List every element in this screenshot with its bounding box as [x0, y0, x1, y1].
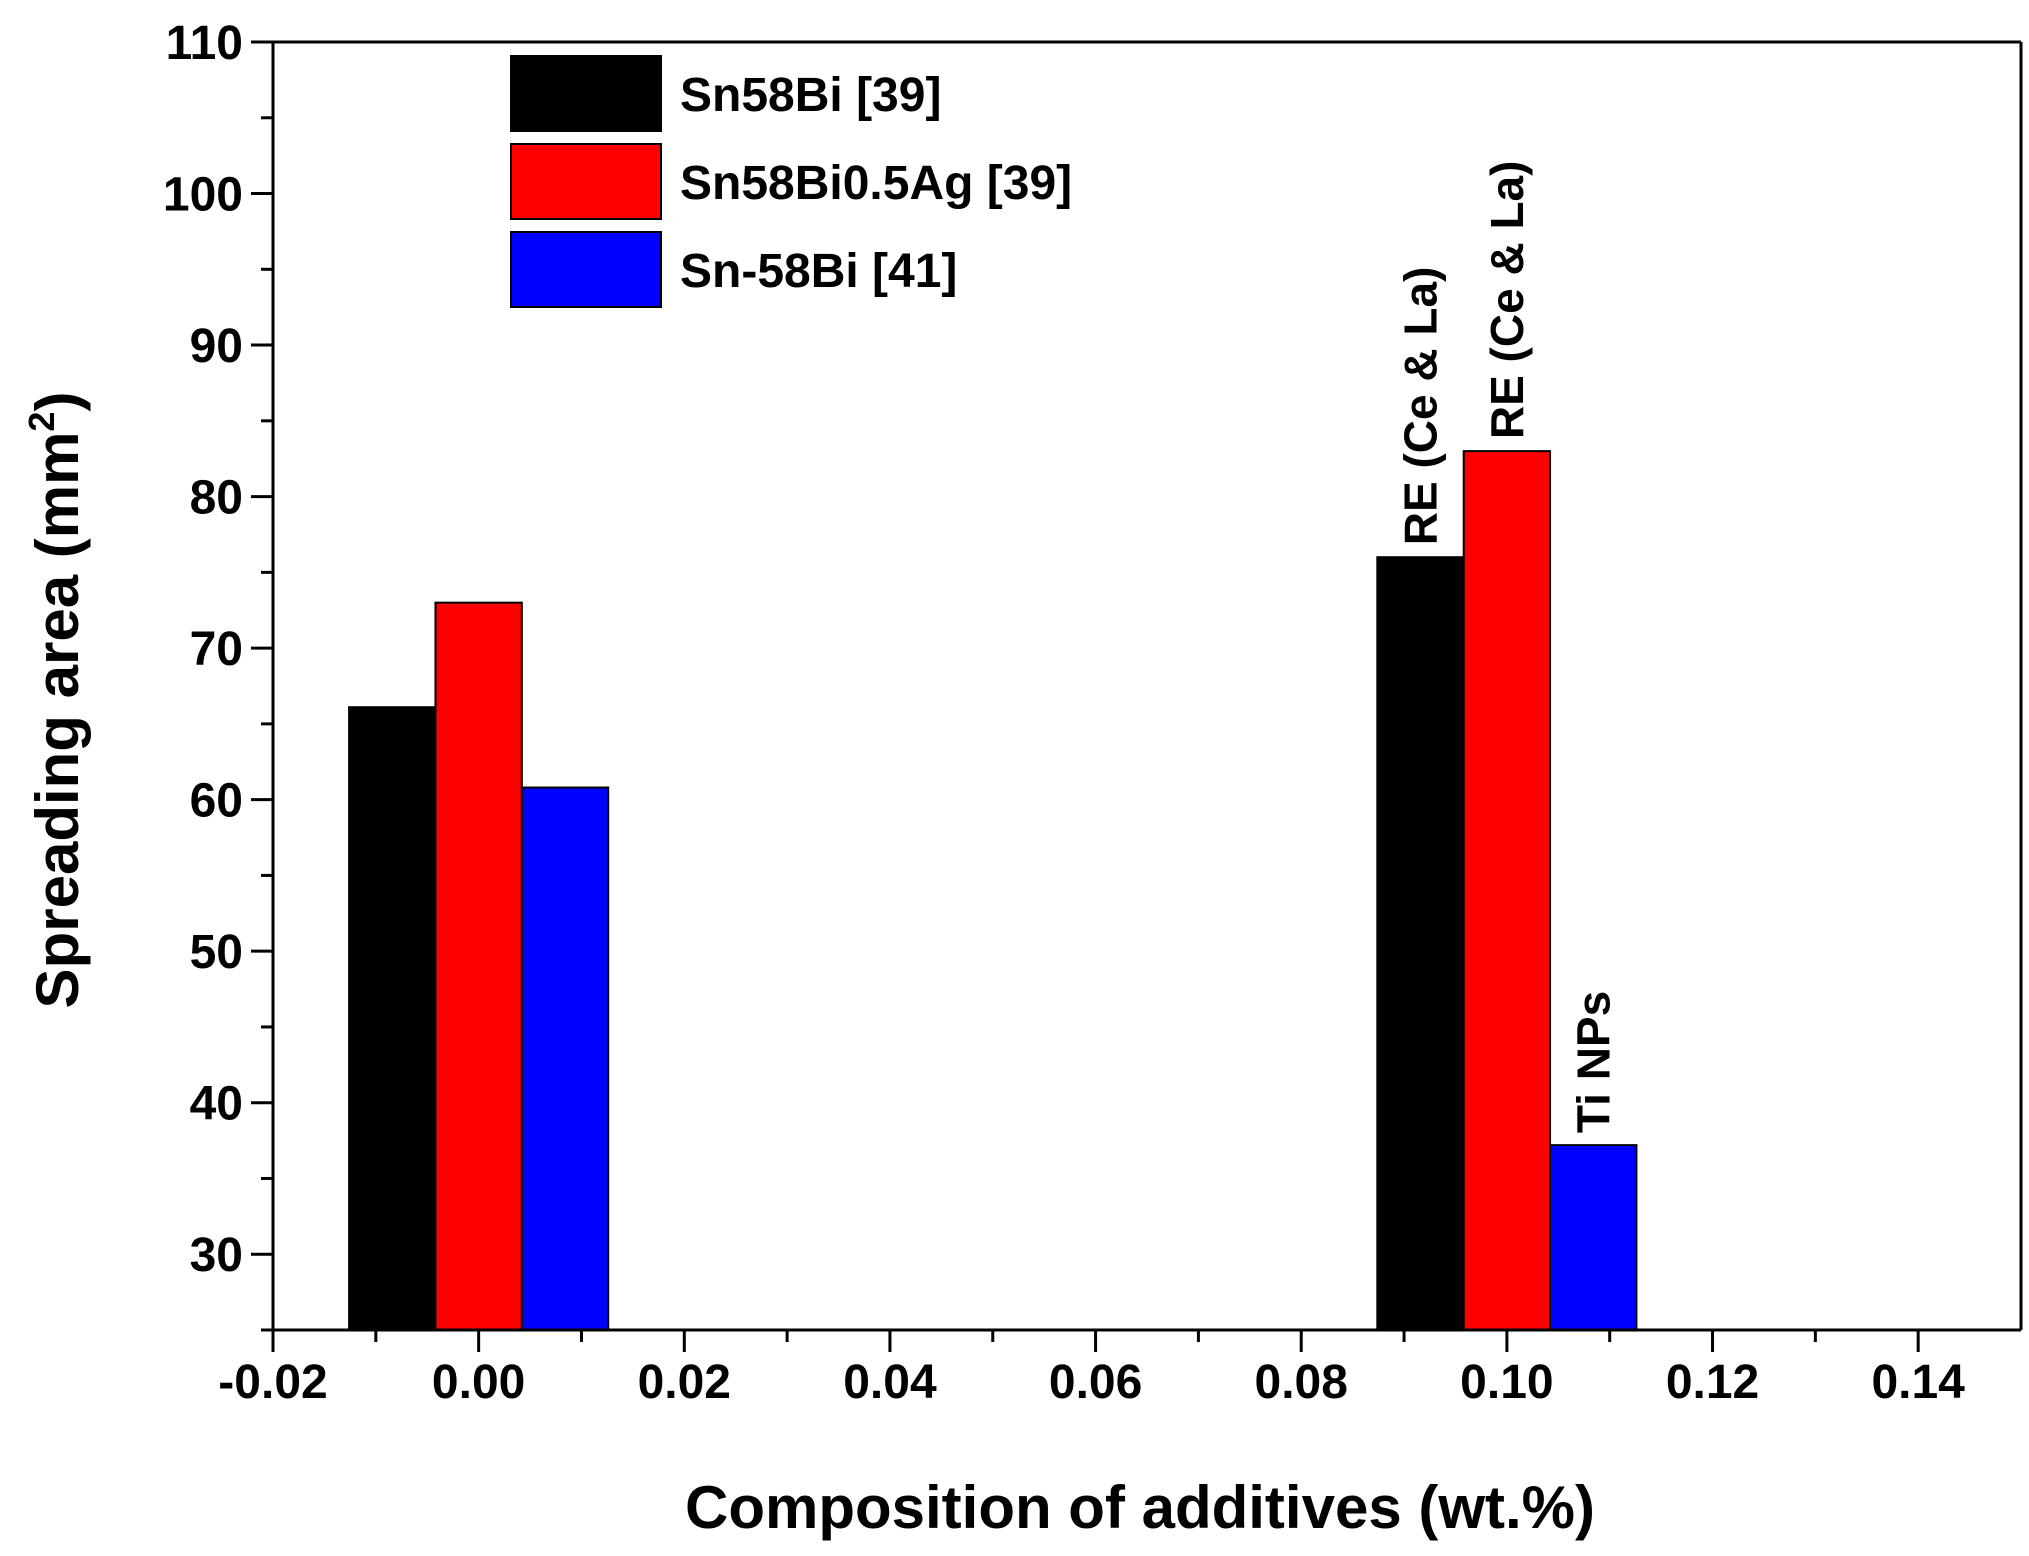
x-tick-label-6: 0.10 — [1460, 1356, 1553, 1409]
legend-swatch-2 — [510, 231, 662, 308]
y-tick-label-2: 50 — [190, 926, 243, 979]
legend-label-0: Sn58Bi [39] — [680, 69, 941, 122]
bar-annotation-0: RE (Ce & La) — [1395, 267, 1447, 546]
bar-s0-p1 — [1376, 556, 1465, 1331]
axes-layer: -0.02 0.00 0.02 0.04 0.06 0.08 0.10 0.12 0.14 30 4… — [163, 17, 2023, 1409]
y-tick-label-8: 110 — [166, 17, 243, 70]
x-tick-label-5: 0.08 — [1255, 1356, 1348, 1409]
bar-annotation-1: RE (Ce & La) — [1481, 161, 1533, 440]
y-tick-label-0: 30 — [190, 1229, 243, 1282]
x-tick-label-2: 0.02 — [638, 1356, 731, 1409]
x-tick-label-0: -0.02 — [218, 1356, 327, 1409]
y-axis-title: Spreading area (mm2) — [21, 392, 91, 1009]
legend-label-2: Sn-58Bi [41] — [680, 245, 957, 298]
bar-s1-p0 — [434, 601, 523, 1331]
axis-titles: Composition of additives (wt.%) Spreadin… — [21, 392, 1595, 1541]
x-tick-label-4: 0.06 — [1049, 1356, 1142, 1409]
x-tick-label-1: 0.00 — [432, 1356, 525, 1409]
y-tick-label-3: 60 — [190, 775, 243, 828]
y-axis-title-base: Spreading area (mm — [24, 432, 91, 1009]
bar-s2-p1 — [1549, 1144, 1638, 1332]
y-tick-label-5: 80 — [190, 472, 243, 525]
legend-label-1: Sn58Bi0.5Ag [39] — [680, 157, 1072, 210]
annotations-layer: RE (Ce & La) RE (Ce & La) Ti NPs — [1395, 161, 1620, 1134]
y-tick-label-4: 70 — [190, 623, 243, 676]
x-axis-title: Composition of additives (wt.%) — [685, 1474, 1595, 1541]
y-tick-label-7: 100 — [163, 169, 243, 222]
legend-swatch-0 — [510, 55, 662, 132]
bar-s1-p1 — [1462, 450, 1552, 1332]
x-tick-label-3: 0.04 — [843, 1356, 937, 1409]
legend-swatch-1 — [510, 143, 662, 220]
legend: Sn58Bi [39] Sn58Bi0.5Ag [39] Sn-58Bi [41] — [510, 55, 1072, 308]
x-tick-label-8: 0.14 — [1871, 1356, 1965, 1409]
bar-annotation-2: Ti NPs — [1567, 991, 1619, 1133]
y-axis-title-superscript: 2 — [21, 412, 62, 432]
bar-s2-p0 — [520, 786, 610, 1331]
y-tick-label-1: 40 — [190, 1078, 243, 1131]
bars-layer — [348, 450, 1638, 1332]
bar-s0-p0 — [348, 706, 437, 1331]
y-tick-label-6: 90 — [190, 320, 243, 373]
y-axis-title-end: ) — [24, 392, 91, 412]
x-tick-label-7: 0.12 — [1666, 1356, 1759, 1409]
